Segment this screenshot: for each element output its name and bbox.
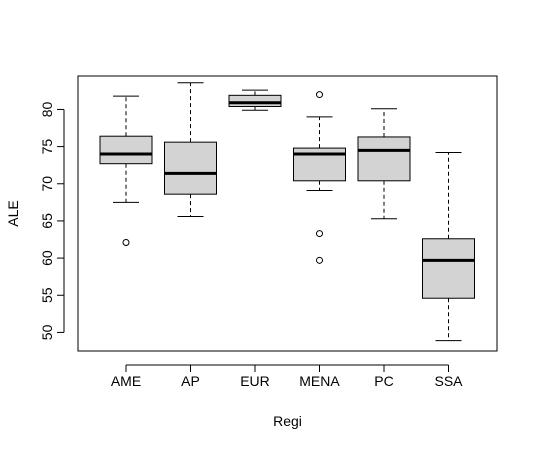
x-tick-label: PC [374,373,393,389]
outlier-point [316,91,323,99]
y-tick-label: 65 [39,213,55,229]
x-tick-label: MENA [299,373,340,389]
y-tick-label: 60 [39,250,55,266]
x-tick-label: AME [111,373,141,389]
y-tick-label: 70 [39,176,55,192]
y-tick-label: 50 [39,324,55,340]
iqr-box [228,94,282,107]
outlier-point [122,238,130,246]
iqr-box [164,141,217,195]
outlier-point [316,256,323,264]
x-tick-label: EUR [240,373,270,389]
x-tick-label: SSA [434,373,463,389]
boxes [99,82,475,342]
y-axis: 50 55 60 65 70 75 80 [39,101,65,340]
y-tick-label: 80 [39,101,55,117]
y-axis-label: ALE [5,200,21,226]
box-eur [228,89,282,111]
outlier-point [316,230,323,238]
x-tick-label: AP [181,373,200,389]
box-ssa [422,152,475,342]
box-pc [357,108,411,220]
iqr-box [357,136,411,182]
box-mena [293,91,346,264]
iqr-box [99,135,153,165]
x-axis: AME AP EUR MENA PC SSA [111,364,463,389]
plot-frame [77,75,498,352]
iqr-box [422,238,475,299]
box-ame [99,95,153,246]
y-tick-label: 75 [39,139,55,155]
box-ap [164,82,217,217]
y-tick-label: 55 [39,287,55,303]
x-axis-label: Regi [273,413,302,429]
